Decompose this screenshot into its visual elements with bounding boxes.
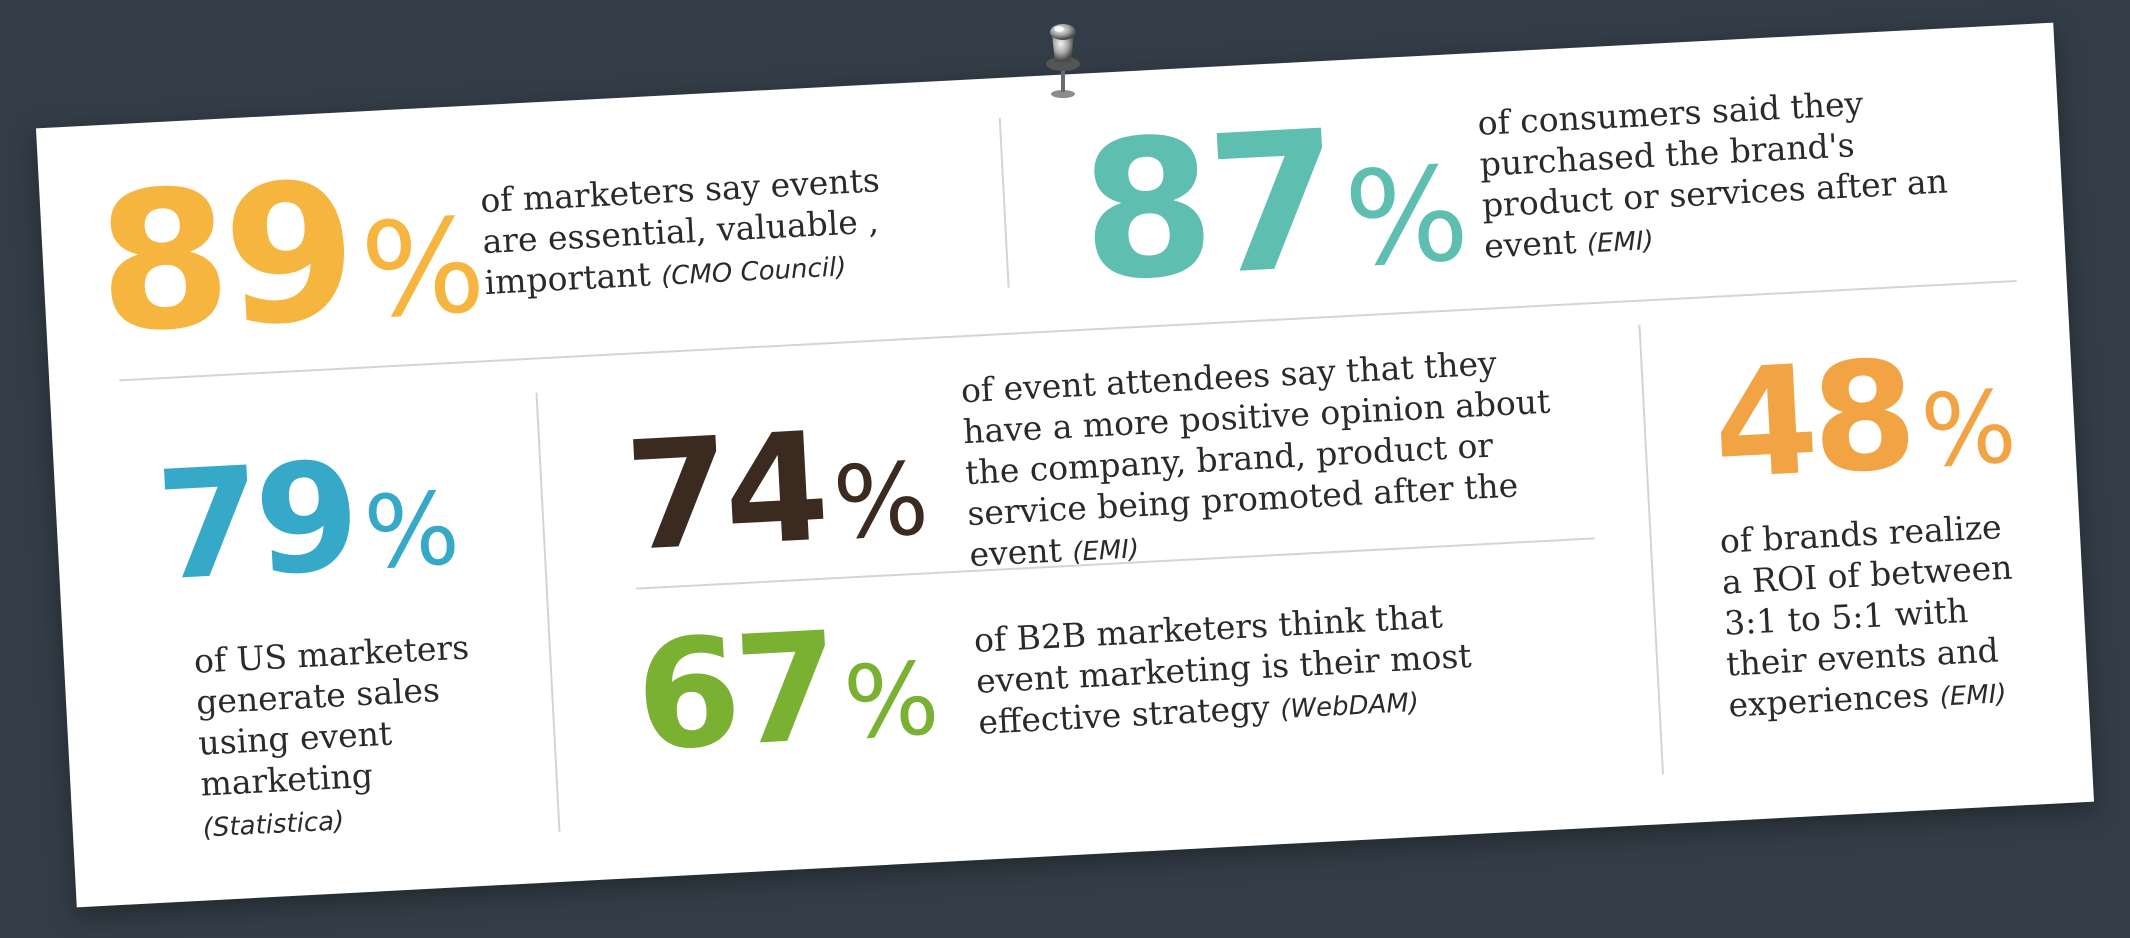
stat-89-number: 89% [92, 141, 489, 375]
stat-79-text: of US marketers generate sales using eve… [193, 627, 470, 804]
stat-67-description: of B2B marketers think that event market… [973, 591, 1539, 747]
stat-48-value: 48 [1709, 328, 1915, 513]
stat-74-number: 74% [622, 401, 932, 585]
stat-74-text: of event attendees say that they have a … [959, 343, 1552, 575]
stat-48-source: (EMI) [1938, 679, 2008, 713]
stat-48-number: 48% [1709, 329, 2020, 513]
stat-67-value: 67 [632, 600, 838, 785]
stat-87-source: (EMI) [1586, 225, 1655, 260]
stat-89-value: 89 [92, 141, 357, 376]
stat-74-description: of event attendees say that they have a … [960, 339, 1570, 579]
divider-right [1638, 324, 1664, 775]
stat-87-value: 87 [1076, 89, 1340, 324]
stat-87-number: 87% [1076, 90, 1473, 324]
push-pin-icon [1046, 24, 1080, 98]
stat-67-percent: % [840, 640, 942, 762]
stat-74-percent: % [830, 440, 932, 563]
stat-74-source: (EMI) [1071, 534, 1140, 568]
stat-89-description: of marketers say events are essential, v… [479, 157, 925, 307]
stat-87-percent: % [1340, 137, 1473, 296]
stats-card: 89% of marketers say events are essentia… [35, 22, 2095, 908]
stat-67-number: 67% [632, 601, 942, 785]
stat-74-value: 74 [621, 400, 828, 585]
stat-67-source: (WebDAM) [1279, 687, 1420, 726]
divider-top-center [998, 117, 1010, 288]
stat-67-text: of B2B marketers think that event market… [973, 596, 1473, 742]
stat-87-text: of consumers said they purchased the bra… [1476, 83, 1949, 266]
stat-79-description: of US marketers generate sales using eve… [193, 625, 504, 849]
stat-48-description: of brands realize a ROI of between 3:1 t… [1719, 505, 2030, 729]
stat-79-source: (Statistica) [202, 806, 345, 844]
stat-89-source: (CMO Council) [660, 252, 848, 292]
stat-87-description: of consumers said they purchased the bra… [1477, 78, 1965, 271]
stat-79-value: 79 [152, 430, 359, 615]
stat-89-percent: % [357, 189, 489, 348]
divider-left [535, 392, 561, 833]
stat-79-percent: % [361, 469, 463, 592]
stat-48-percent: % [1918, 368, 2020, 491]
stat-79-number: 79% [152, 430, 463, 614]
